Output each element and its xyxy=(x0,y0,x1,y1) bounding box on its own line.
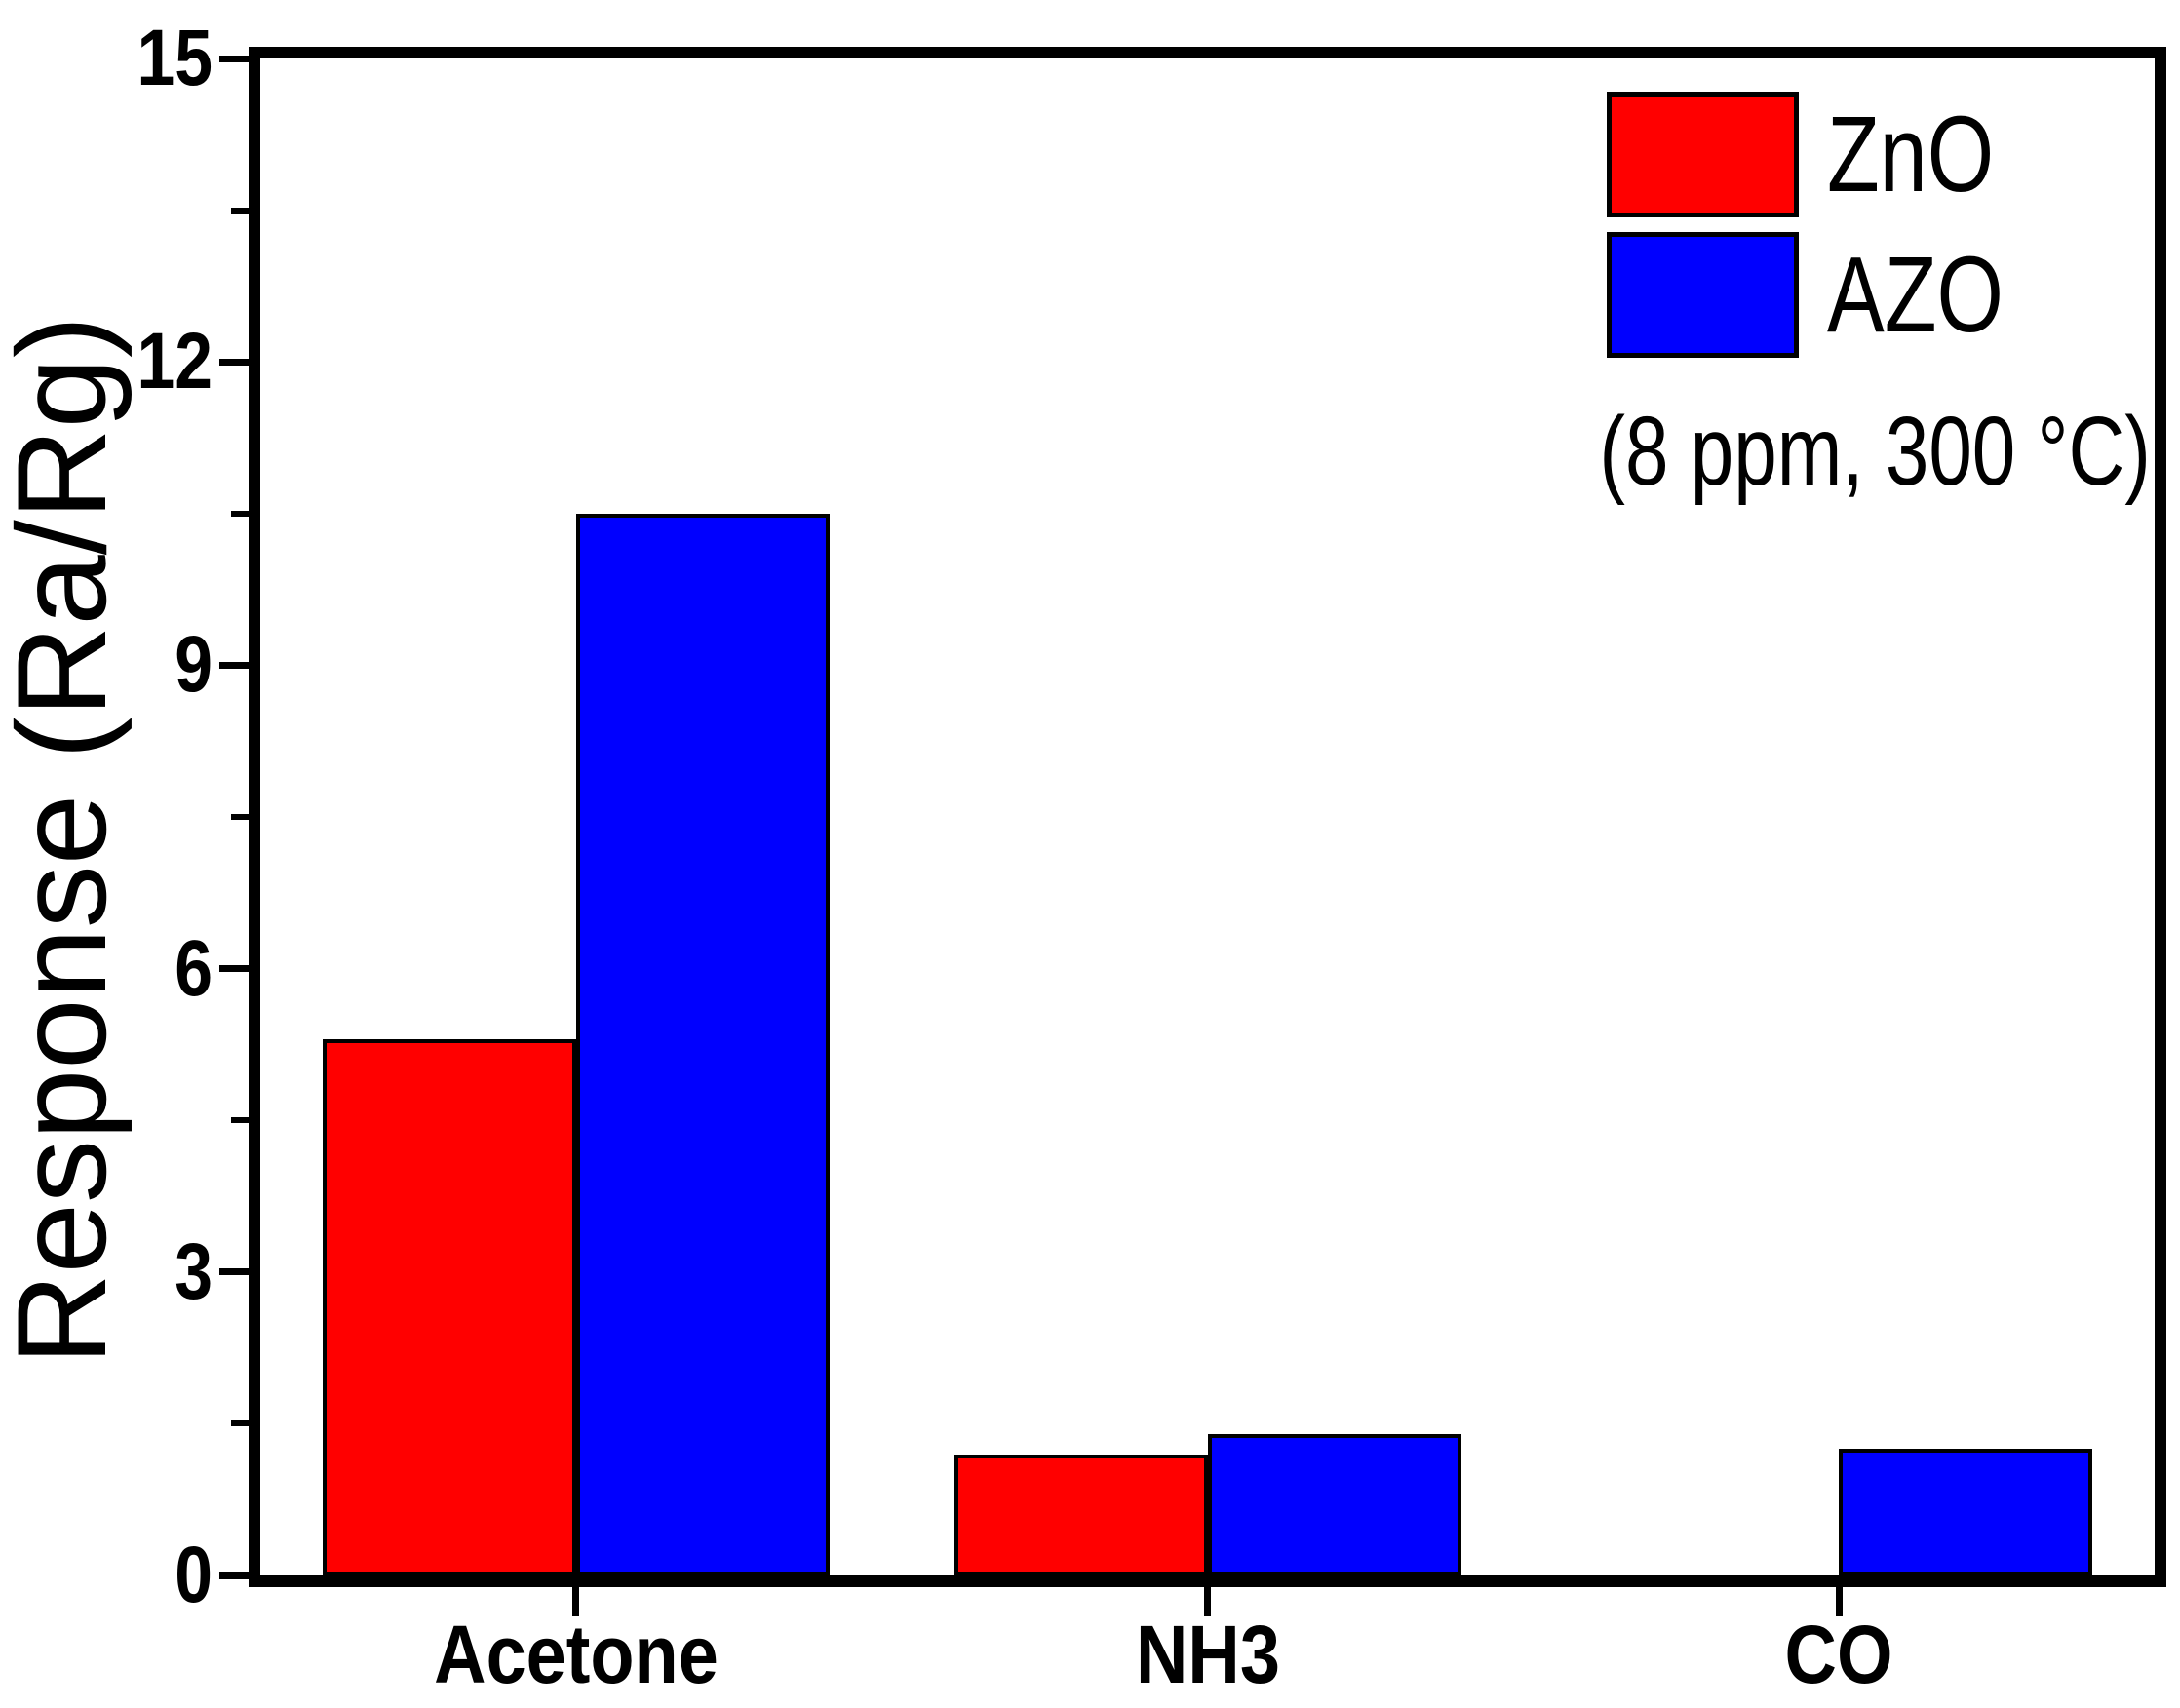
x-axis-tick xyxy=(572,1587,580,1616)
x-axis-tick xyxy=(1204,1587,1211,1616)
bar-azo-nh3 xyxy=(1207,1433,1461,1575)
bar-azo-co xyxy=(1839,1449,2093,1575)
legend-swatch-zno xyxy=(1607,92,1799,217)
y-axis-tick-label: 9 xyxy=(175,620,213,710)
y-axis-minor-tick xyxy=(231,1117,249,1124)
y-axis-major-tick xyxy=(219,965,249,973)
x-axis-tick xyxy=(1835,1587,1843,1616)
y-axis-minor-tick xyxy=(231,1420,249,1427)
y-axis-tick-label: 12 xyxy=(136,317,213,407)
y-axis-major-tick xyxy=(219,1268,249,1276)
y-axis-tick-label: 0 xyxy=(175,1531,213,1619)
x-axis-category-label: CO xyxy=(1784,1609,1893,1700)
y-axis-minor-tick xyxy=(231,207,249,214)
y-axis-major-tick xyxy=(219,358,249,366)
bar-zno-acetone xyxy=(322,1039,576,1575)
legend-swatch-azo xyxy=(1607,232,1799,358)
y-axis-minor-tick xyxy=(231,510,249,517)
legend-condition-note: (8 ppm, 300 °C) xyxy=(1599,397,2151,506)
plot-area-frame xyxy=(249,47,2166,1587)
y-axis-title: Response (Ra/Rg) xyxy=(0,315,133,1366)
y-axis-major-tick xyxy=(219,661,249,669)
legend-label-azo: AZO xyxy=(1827,234,2004,355)
bar-azo-acetone xyxy=(575,513,830,1575)
legend-label-zno: ZnO xyxy=(1827,94,1995,214)
y-axis-minor-tick xyxy=(231,814,249,820)
y-axis-tick-label: 3 xyxy=(175,1226,213,1316)
x-axis-category-label: Acetone xyxy=(434,1609,719,1700)
bar-zno-nh3 xyxy=(954,1454,1208,1575)
x-axis-category-label: NH3 xyxy=(1135,1609,1280,1700)
y-axis-major-tick xyxy=(219,55,249,62)
y-axis-tick-label: 6 xyxy=(175,923,213,1013)
y-axis-tick-label: 15 xyxy=(136,14,213,102)
y-axis-major-tick xyxy=(219,1572,249,1579)
